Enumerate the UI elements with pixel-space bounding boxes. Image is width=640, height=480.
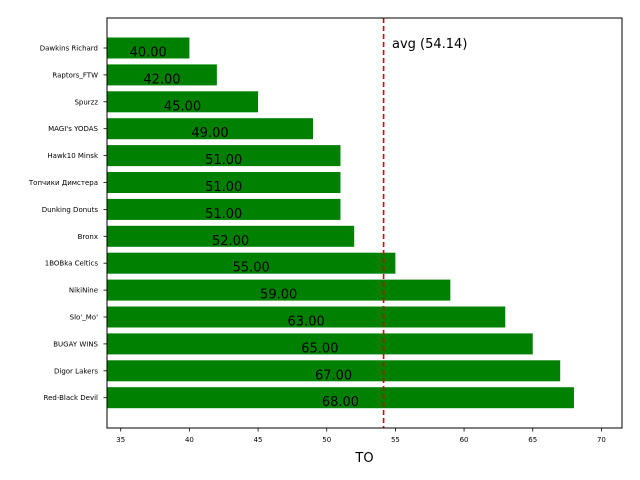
bar-value-labels-group: 40.00 42.00 45.00 49.00 51.00 51.00 51.00 52.00… (130, 46, 359, 411)
bar (107, 225, 355, 247)
x-axis-ticks-group: 35 40 45 50 55 60 65 70 (116, 428, 606, 444)
bar-value-label: 51.00 (205, 207, 242, 222)
y-tick-label: Slo'_Mo' (70, 314, 98, 322)
y-tick-label: Bronx (78, 233, 98, 241)
x-axis-label: TO (354, 451, 373, 466)
x-tick-label: 35 (116, 436, 125, 444)
bar (107, 198, 341, 220)
bar (107, 306, 506, 328)
bar-value-label: 49.00 (191, 126, 228, 141)
plot-area (107, 18, 622, 428)
bar-value-label: 51.00 (205, 180, 242, 195)
average-label: avg (54.14) (392, 37, 467, 52)
y-axis-ticks-group: Dawkins Richard Raptors_FTW Spurzz MAGI's Y… (28, 45, 107, 402)
y-tick-label: Топчики Димстера (28, 179, 98, 187)
bar (107, 252, 396, 274)
bar-value-label: 55.00 (233, 261, 270, 276)
bar (107, 37, 190, 59)
y-tick-label: Spurzz (74, 98, 98, 106)
y-tick-label: Digor Lakers (54, 367, 98, 375)
bar (107, 118, 313, 140)
bar-value-label: 40.00 (130, 46, 167, 61)
bar (107, 279, 451, 301)
plot-frame (106, 17, 623, 429)
bar-value-label: 52.00 (212, 234, 249, 249)
bar-value-label: 59.00 (260, 288, 297, 303)
bar-value-label: 67.00 (315, 368, 352, 383)
bar-value-label: 63.00 (288, 315, 325, 330)
x-tick-label: 40 (185, 436, 194, 444)
bar-value-label: 51.00 (205, 153, 242, 168)
x-tick-label: 60 (460, 436, 469, 444)
bar-value-label: 65.00 (301, 341, 338, 356)
bar (107, 64, 217, 86)
x-tick-label: 55 (391, 436, 400, 444)
y-tick-label: BUGAY WINS (53, 340, 98, 348)
bars-group (107, 37, 574, 409)
bar-value-label: 45.00 (164, 99, 201, 114)
y-tick-label: NikiNine (69, 287, 98, 295)
bar (107, 387, 574, 409)
y-tick-label: MAGI's YODAS (48, 125, 98, 133)
x-tick-label: 45 (254, 436, 263, 444)
bar (107, 172, 341, 193)
bar (107, 360, 561, 382)
bar-value-label: 42.00 (143, 72, 180, 87)
x-tick-label: 65 (528, 436, 537, 444)
y-tick-label: Dawkins Richard (40, 45, 98, 53)
bar (107, 333, 533, 355)
x-tick-label: 50 (322, 436, 331, 444)
y-tick-label: Red-Black Devil (44, 394, 99, 402)
y-tick-label: Raptors_FTW (52, 71, 98, 79)
y-tick-label: Hawk10 Minsk (47, 152, 99, 160)
y-tick-label: 1BOBka Celtics (45, 260, 99, 268)
bar (107, 145, 341, 167)
bar (107, 91, 259, 113)
x-tick-label: 70 (597, 436, 606, 444)
y-tick-label: Dunking Donuts (42, 206, 99, 214)
bar-value-label: 68.00 (322, 395, 359, 410)
